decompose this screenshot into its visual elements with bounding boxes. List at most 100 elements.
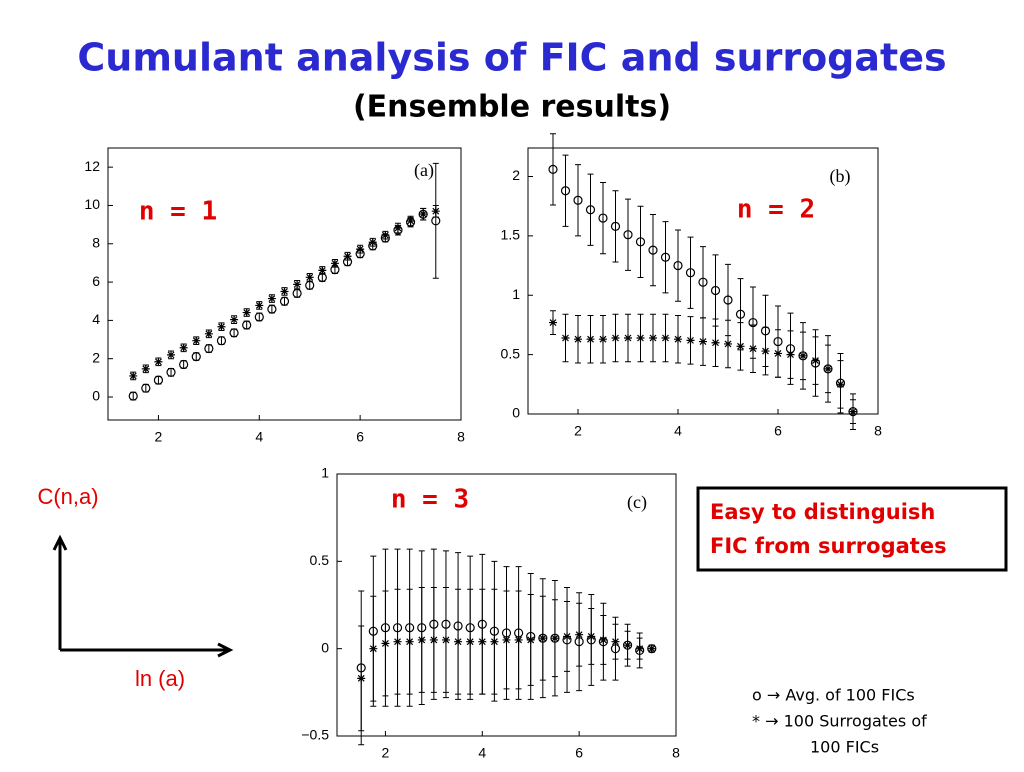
star-marker [749, 344, 757, 353]
circle-marker [685, 268, 696, 278]
star-marker [538, 634, 547, 643]
circle-marker [179, 359, 189, 370]
circle-marker [723, 295, 733, 305]
circle-marker [279, 296, 290, 306]
slide-subtitle: (Ensemble results) [353, 90, 671, 125]
error-bar [575, 164, 581, 237]
circle-marker [292, 288, 302, 298]
note-line: Easy to distinguish [710, 500, 935, 524]
star-marker [599, 335, 607, 344]
circle-marker [191, 351, 201, 362]
y-tick-label: 0 [92, 388, 100, 404]
circle-marker [560, 186, 571, 196]
circle-marker [635, 237, 646, 247]
x-tick-label: 6 [575, 745, 583, 761]
y-tick-label: 2 [512, 167, 520, 183]
star-marker [611, 334, 620, 342]
star-marker [624, 334, 632, 342]
x-tick-label: 4 [674, 423, 682, 439]
x-tick-label: 8 [672, 745, 680, 761]
error-bar [600, 181, 606, 255]
star-marker [623, 641, 632, 650]
star-marker [255, 301, 264, 310]
star-marker [599, 635, 608, 644]
star-marker [674, 335, 682, 344]
circle-marker [153, 375, 164, 385]
star-marker [417, 635, 426, 644]
star-marker [711, 338, 720, 347]
star-marker [514, 635, 523, 644]
y-tick-label: 1 [321, 465, 329, 481]
circle-marker [735, 309, 746, 319]
circle-marker [267, 304, 277, 314]
star-marker [356, 245, 365, 254]
circle-marker [229, 328, 239, 338]
star-marker [849, 407, 857, 416]
star-marker [293, 280, 302, 289]
star-marker [686, 336, 695, 345]
star-marker [466, 637, 475, 646]
star-marker [736, 342, 745, 351]
circle-marker [548, 164, 558, 174]
star-marker [267, 294, 276, 303]
star-marker [774, 349, 782, 358]
y-tick-label: 4 [92, 311, 100, 327]
error-bar [587, 173, 594, 246]
star-marker [217, 322, 226, 331]
star-marker [343, 252, 352, 261]
star-marker [561, 334, 570, 342]
x-tick-label: 2 [574, 423, 582, 439]
circle-marker [698, 277, 708, 287]
star-marker [636, 334, 645, 342]
star-marker [550, 634, 559, 643]
note-box [696, 486, 1008, 572]
star-marker [429, 635, 438, 644]
panel-label: (a) [414, 160, 434, 181]
star-marker [575, 630, 584, 639]
star-marker [799, 351, 807, 360]
star-marker [647, 644, 656, 653]
circle-marker [573, 195, 583, 205]
star-marker [587, 632, 596, 641]
panel-annotation: n = 1 [139, 197, 217, 227]
star-marker [405, 637, 414, 646]
star-marker [549, 318, 557, 327]
x-tick-label: 4 [255, 429, 263, 445]
star-marker [526, 635, 535, 644]
star-marker [230, 315, 239, 324]
star-marker [490, 637, 499, 646]
circle-marker [598, 213, 608, 223]
star-marker [154, 357, 163, 366]
star-marker [330, 259, 339, 268]
star-marker [699, 337, 707, 346]
star-marker [611, 637, 620, 646]
sketch-axes [52, 534, 234, 658]
error-bar [662, 221, 669, 294]
star-marker [204, 329, 213, 338]
star-marker [381, 639, 390, 648]
y-tick-label: 0 [512, 405, 520, 421]
y-tick-label: 12 [84, 158, 100, 174]
y-tick-label: 2 [92, 349, 100, 365]
legend-note: o → Avg. of 100 FICs [752, 686, 915, 705]
x-tick-label: 6 [356, 429, 364, 445]
star-marker [369, 644, 378, 653]
error-bar [637, 205, 644, 278]
x-tick-label: 4 [478, 745, 486, 761]
error-bar [687, 236, 694, 309]
note-line: FIC from surrogates [710, 534, 947, 558]
x-tick-label: 8 [457, 429, 465, 445]
sketch-y-label: C(n,a) [37, 484, 98, 509]
star-marker [242, 308, 251, 317]
star-marker [368, 238, 377, 247]
x-tick-label: 2 [155, 429, 163, 445]
star-marker [724, 339, 732, 348]
star-marker [454, 637, 463, 646]
circle-marker [660, 252, 671, 262]
star-marker [179, 343, 188, 352]
star-marker [381, 231, 390, 240]
legend-note: * → 100 Surrogates of [752, 712, 927, 731]
